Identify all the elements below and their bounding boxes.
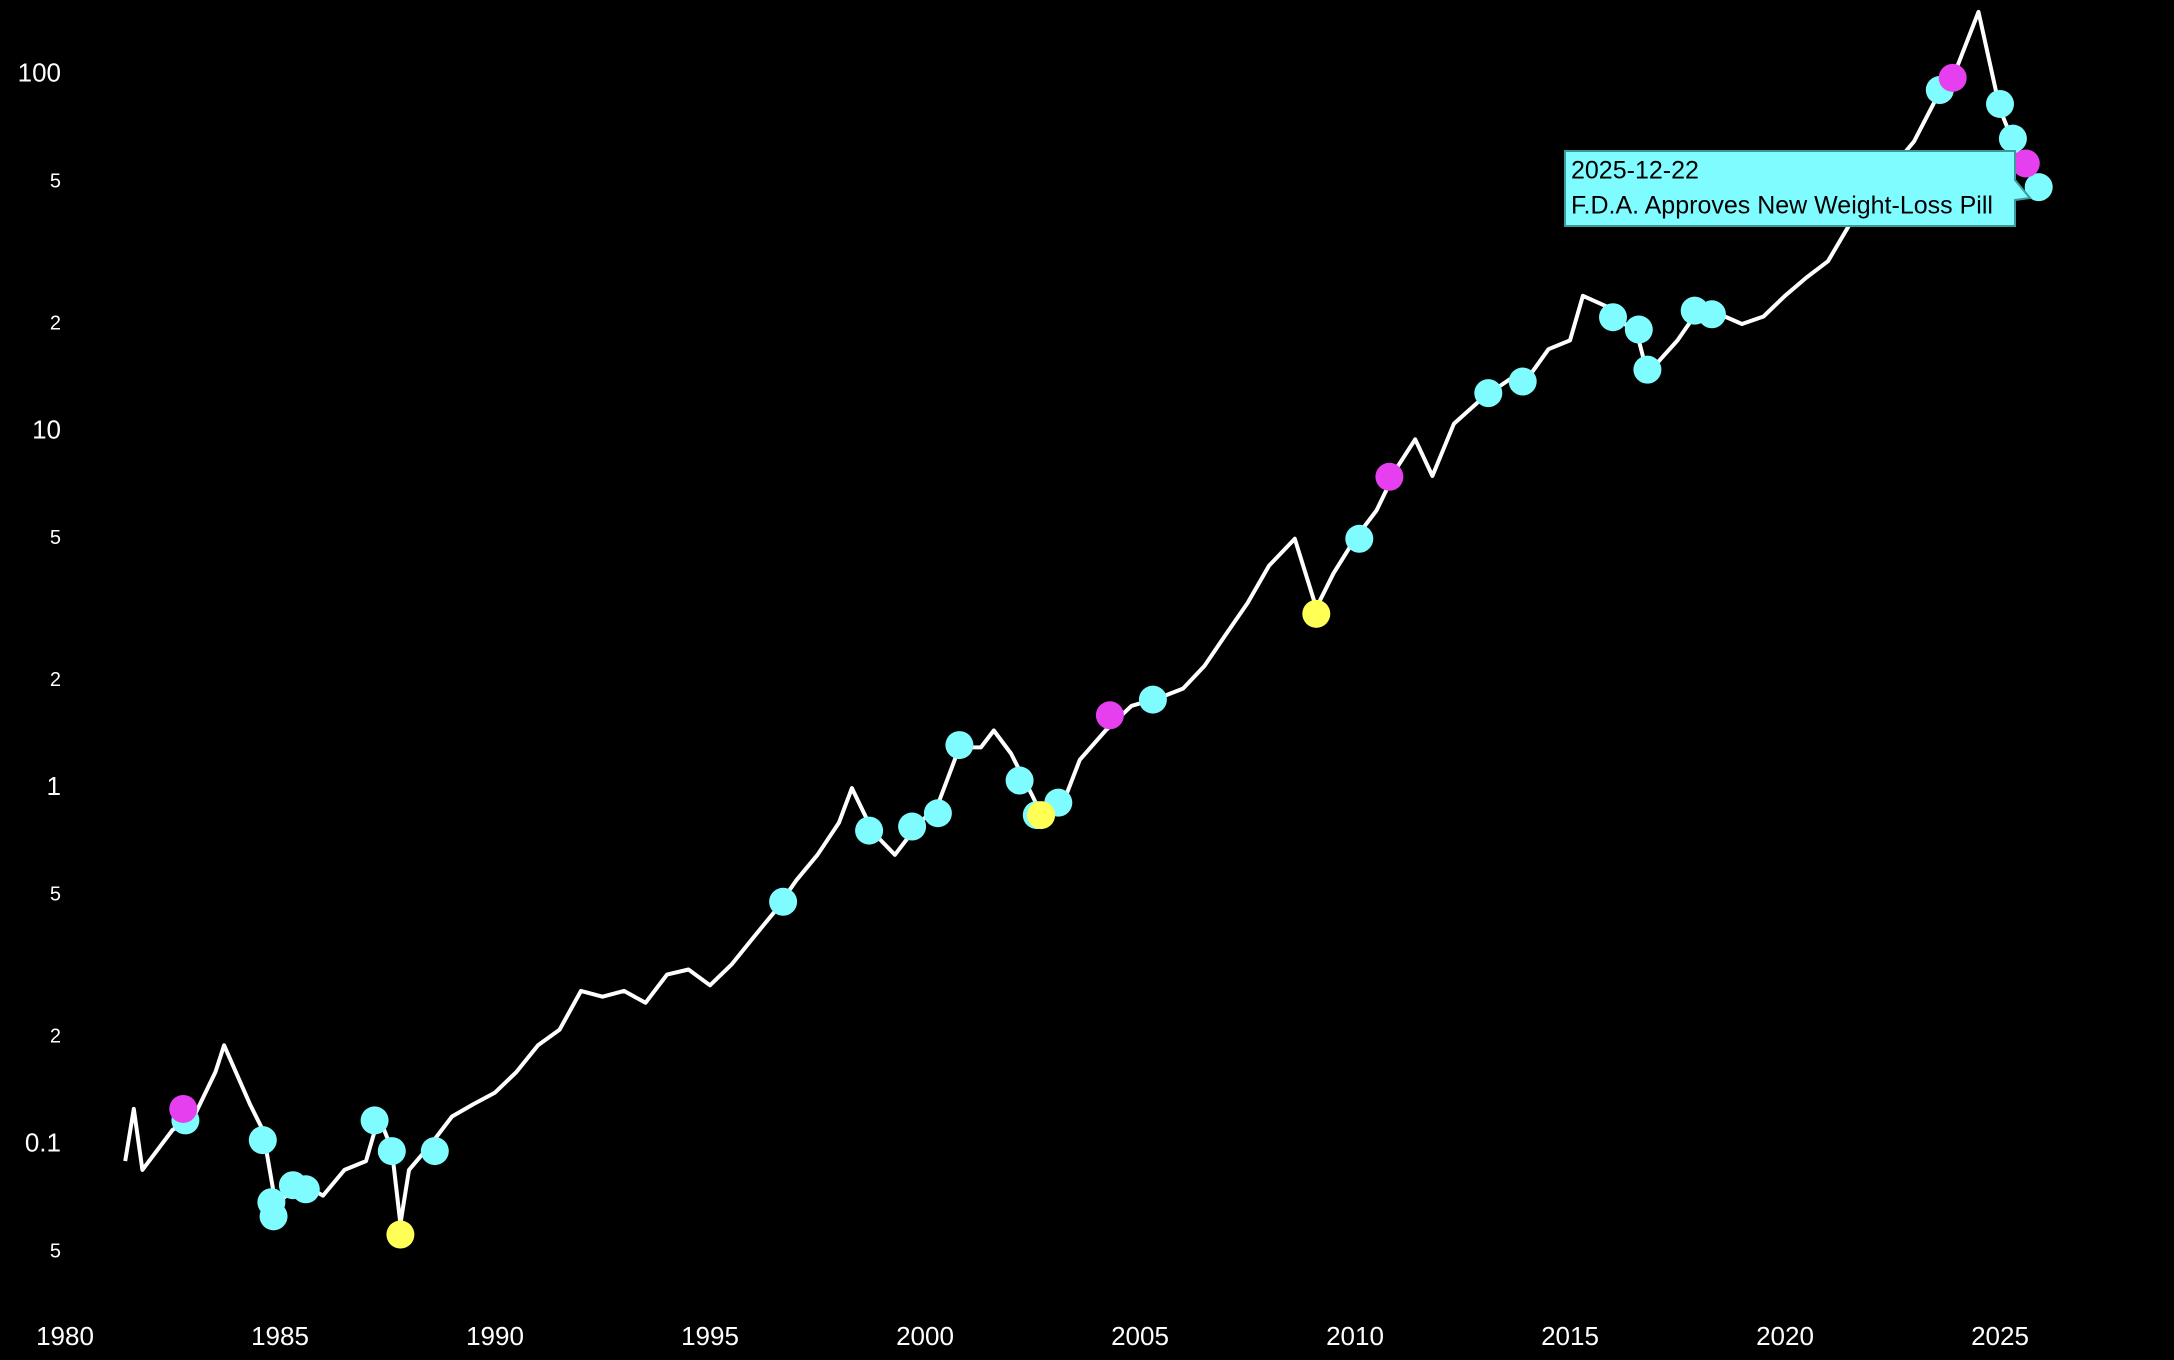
event-marker [291,1175,320,1204]
y-tick-label: 5 [50,170,61,192]
x-tick-label: 2025 [1971,1321,2029,1351]
event-marker [1095,701,1124,730]
event-marker [769,887,798,916]
event-marker [360,1106,389,1135]
y-tick-label: 2 [50,669,61,691]
event-marker [386,1220,415,1249]
y-tick-label: 100 [18,58,61,88]
y-tick-label: 1 [47,771,61,801]
event-marker [248,1126,277,1155]
axes: 5 0.1 2 5 1 2 5 10 2 5 100 1980 1985 1990 1995 2000 2005… [18,58,2029,1351]
y-tick-label: 2 [50,312,61,334]
annotation-date: 2025-12-22 [1571,157,1699,185]
y-tick-label: 5 [50,884,61,906]
y-tick-label: 10 [32,414,61,444]
annotation-box [1564,150,2032,227]
annotation-text: F.D.A. Approves New Weight-Loss Pill [1571,192,1993,220]
x-tick-label: 2010 [1326,1321,1384,1351]
y-tick-label: 0.1 [25,1128,61,1158]
x-tick-label: 1990 [466,1321,524,1351]
y-tick-label: 5 [50,1240,61,1262]
x-tick-label: 1985 [251,1321,309,1351]
x-tick-label: 2005 [1111,1321,1169,1351]
event-marker [1938,63,1967,92]
event-marker [1998,124,2027,153]
event-marker [1005,766,1034,795]
event-marker [2024,173,2053,202]
event-marker [1027,801,1056,830]
event-marker [923,799,952,828]
x-tick-label: 2020 [1756,1321,1814,1351]
event-marker [169,1094,198,1123]
event-marker [945,731,974,760]
event-marker [1138,685,1167,714]
event-marker [898,812,927,841]
plot-area [123,9,2053,1249]
annotation: 2025-12-22 F.D.A. Approves New Weight-Lo… [1564,150,2032,227]
event-marker [1624,315,1653,344]
event-marker [1375,462,1404,491]
event-marker [1302,599,1331,628]
event-marker [377,1137,406,1166]
x-tick-label: 2015 [1541,1321,1599,1351]
x-tick-label: 1980 [36,1321,94,1351]
event-marker [1697,300,1726,329]
event-marker [259,1202,288,1231]
event-marker [1986,89,2014,118]
event-marker [1345,524,1374,553]
event-marker [1599,303,1627,332]
x-tick-label: 1995 [681,1321,739,1351]
event-marker [2011,149,2040,178]
event-marker [1633,355,1662,384]
event-marker [855,816,884,845]
event-marker [1474,379,1503,408]
event-marker [420,1137,449,1166]
y-tick-label: 5 [50,527,61,549]
event-marker [1508,367,1537,396]
x-tick-label: 2000 [896,1321,954,1351]
y-tick-label: 2 [50,1026,61,1048]
